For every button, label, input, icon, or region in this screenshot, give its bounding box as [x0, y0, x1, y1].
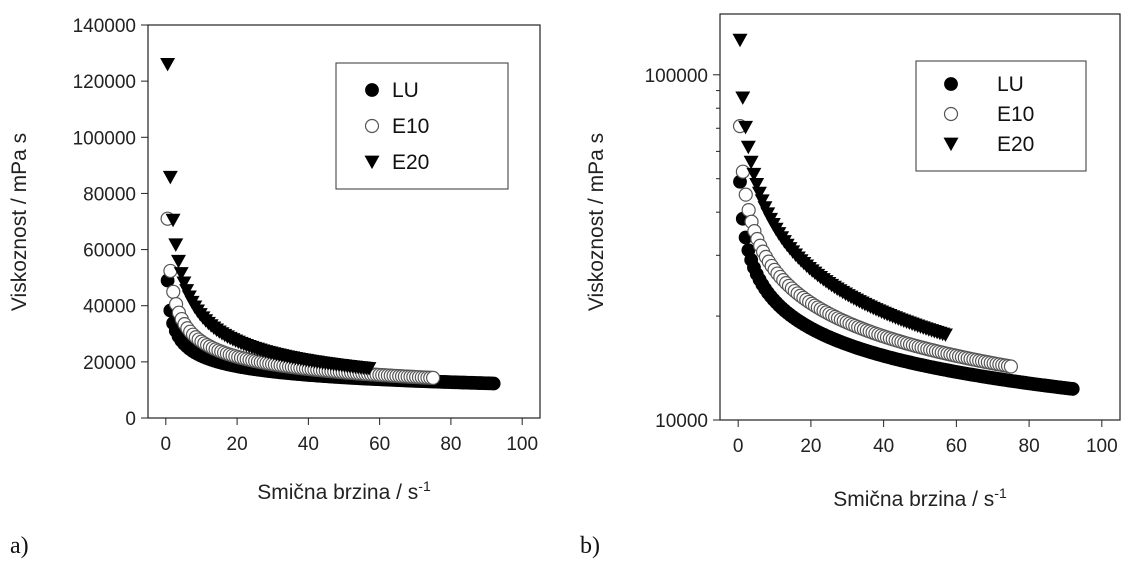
legend-marker-e20	[943, 137, 959, 152]
data-point	[735, 91, 751, 105]
data-point	[746, 167, 762, 182]
data-point	[1003, 359, 1019, 374]
data-point	[732, 33, 748, 48]
y-tick-label: 60000	[83, 241, 136, 262]
y-axis-label: Viskoznost / mPa s	[585, 133, 608, 311]
y-tick-label: 0	[125, 409, 136, 430]
x-tick-label: 80	[440, 434, 461, 455]
series-lu	[733, 174, 1080, 396]
data-point	[754, 194, 770, 208]
chart-panel-b: 0 20 40 60 80 100 10000 100000 Smična brzina /…	[580, 13, 1121, 559]
legend-box	[335, 62, 509, 190]
data-point	[168, 238, 184, 252]
panel-label-a: a)	[10, 533, 29, 559]
legend-label-lu: LU	[392, 79, 419, 102]
series-layer	[160, 57, 501, 391]
legend-label-e20: E20	[997, 133, 1034, 156]
y-tick-label: 100000	[73, 128, 136, 149]
data-point	[743, 155, 759, 170]
data-point	[1065, 382, 1080, 396]
data-points	[160, 57, 501, 391]
data-point	[738, 187, 753, 202]
x-tick-label: 40	[298, 434, 319, 455]
x-tick-label: 40	[873, 436, 894, 457]
x-tick-label: 0	[161, 434, 172, 455]
x-axis: 0 20 40 60 80 100	[161, 418, 538, 455]
x-axis-label: Smična brzina / s-1	[833, 485, 1007, 511]
y-tick-label: 80000	[83, 184, 136, 205]
data-point	[171, 254, 186, 269]
plot-frame	[147, 24, 541, 419]
legend-label-e20: E20	[392, 151, 429, 174]
y-tick-label: 100000	[645, 66, 708, 87]
series-e10	[732, 119, 1019, 374]
data-point	[425, 370, 441, 385]
y-axis: 0 20000 40000 60000 80000 100000 120000 140000	[73, 16, 148, 430]
data-point	[162, 170, 178, 185]
x-tick-label: 100	[1086, 436, 1118, 457]
data-point	[741, 202, 756, 218]
x-tick-label: 20	[227, 434, 248, 455]
x-tick-label: 0	[733, 436, 744, 457]
legend-label-e10: E10	[392, 115, 429, 138]
data-point	[165, 213, 181, 228]
data-points	[732, 33, 1080, 396]
legend: LU E10 E20	[335, 62, 509, 190]
x-tick-label: 100	[506, 434, 538, 455]
x-tick-label: 60	[369, 434, 390, 455]
series-layer	[732, 33, 1080, 396]
data-point	[937, 328, 953, 342]
legend: LU E10 E20	[915, 60, 1087, 172]
x-axis: 0 20 40 60 80 100	[733, 420, 1118, 457]
x-tick-label: 20	[800, 436, 821, 457]
data-point	[486, 376, 501, 391]
data-point	[176, 276, 192, 290]
plot-frame	[719, 13, 1121, 421]
y-tick-label: 140000	[73, 16, 136, 37]
data-point	[160, 57, 176, 72]
legend-label-e10: E10	[997, 103, 1034, 126]
y-tick-label: 20000	[83, 353, 136, 374]
x-tick-label: 60	[946, 436, 967, 457]
data-point	[166, 284, 181, 299]
chart-panel-a: 0 20 40 60 80 100 0 20000 40000 60000 80000 100000…	[8, 16, 541, 559]
data-point	[738, 120, 754, 135]
y-tick-label: 40000	[83, 297, 136, 318]
data-point	[735, 164, 750, 179]
series-e20	[732, 33, 953, 342]
legend-marker-lu	[365, 83, 379, 97]
legend-marker-lu	[944, 77, 958, 91]
legend-marker-e20	[364, 155, 380, 170]
y-axis-label: Viskoznost / mPa s	[8, 133, 31, 311]
x-tick-label: 80	[1019, 436, 1040, 457]
data-point	[163, 263, 178, 279]
data-point	[173, 267, 189, 281]
y-axis: 10000 100000	[645, 66, 720, 432]
legend-label-lu: LU	[997, 73, 1024, 96]
panel-label-b: b)	[580, 533, 600, 559]
legend-marker-e10	[943, 106, 959, 122]
series-e20	[160, 57, 377, 376]
data-point	[361, 362, 377, 376]
y-tick-label: 120000	[73, 72, 136, 93]
x-axis-label: Smična brzina / s-1	[257, 478, 431, 504]
data-point	[740, 140, 756, 155]
legend-marker-e10	[364, 118, 380, 134]
data-point	[749, 178, 765, 192]
y-tick-label: 10000	[655, 411, 708, 432]
data-point	[751, 186, 767, 201]
